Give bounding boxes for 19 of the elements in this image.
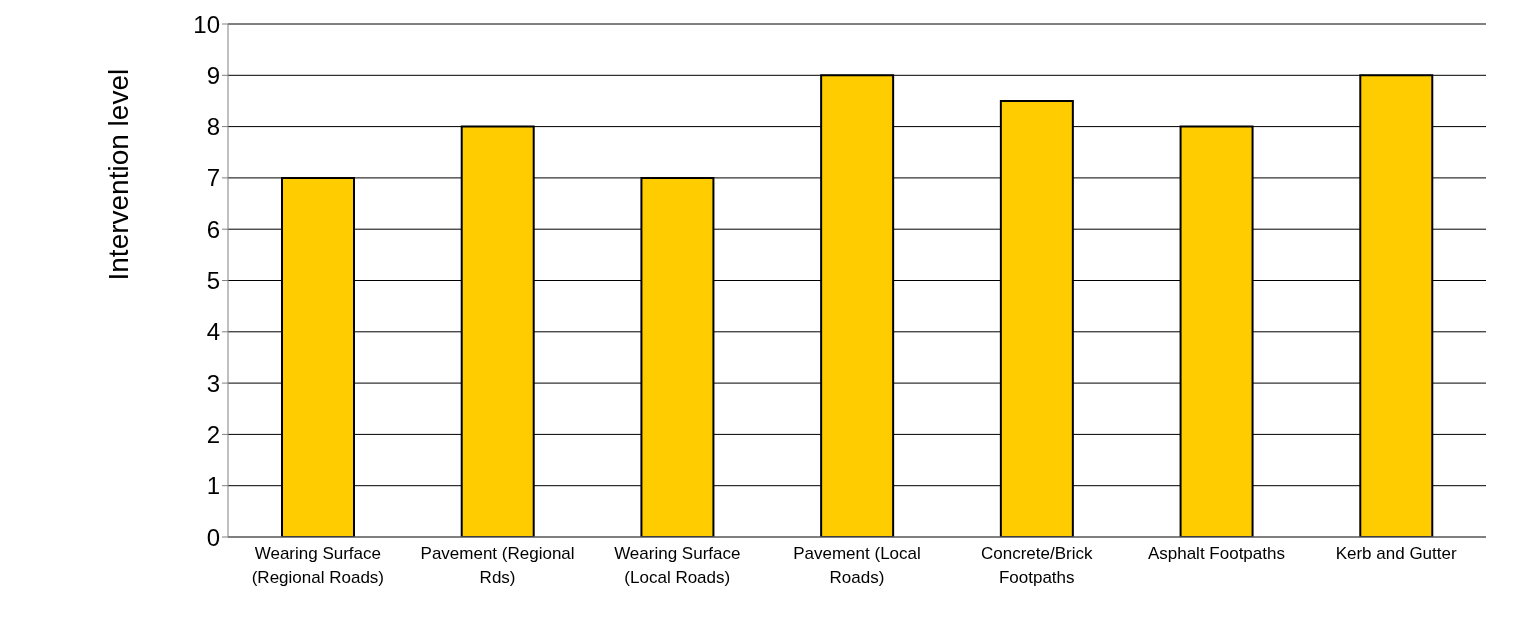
y-tick-label: 9 <box>206 61 220 89</box>
x-tick-label: Wearing Surface (Local Roads) <box>614 544 741 587</box>
y-tick-label: 0 <box>206 523 220 551</box>
y-tick-label: 10 <box>193 10 220 38</box>
y-tick-label: 7 <box>206 164 220 192</box>
x-tick-label: Pavement (Regional Rds) <box>420 544 575 587</box>
x-tick-label: Asphalt Footpaths <box>1147 544 1285 563</box>
y-tick-label: 6 <box>206 215 220 243</box>
y-tick-label: 5 <box>206 267 220 295</box>
y-tick-label: 2 <box>206 420 220 448</box>
x-tick-label: Kerb and Gutter <box>1335 544 1457 563</box>
x-tick-label: Pavement (Local Roads) <box>793 544 921 587</box>
x-tick-label: Wearing Surface (Regional Roads) <box>251 544 385 587</box>
y-axis-title: Intervention level <box>102 68 134 281</box>
y-tick-label: 3 <box>206 369 220 397</box>
x-tick-label: Concrete/Brick Footpaths <box>980 544 1093 587</box>
y-tick-label: 8 <box>206 113 220 141</box>
y-tick-label: 4 <box>206 318 220 346</box>
y-tick-label: 1 <box>206 472 220 500</box>
